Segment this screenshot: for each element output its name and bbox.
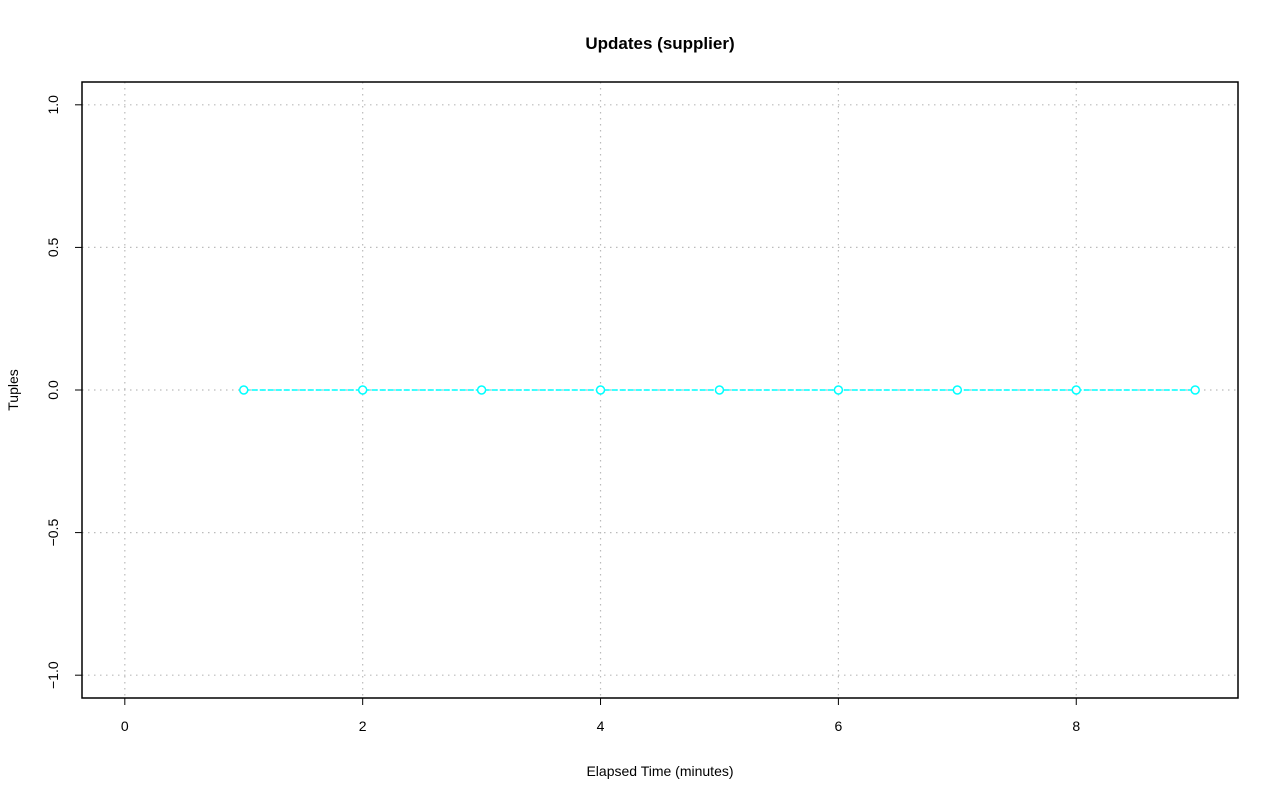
grid <box>82 82 1238 698</box>
data-point <box>476 385 487 395</box>
y-tick-label: 1.0 <box>45 95 61 115</box>
data-point <box>952 385 963 395</box>
chart-title: Updates (supplier) <box>585 34 734 53</box>
y-tick-label: 0.0 <box>45 380 61 400</box>
x-tick-label: 4 <box>597 718 605 734</box>
y-axis-label: Tuples <box>5 369 21 411</box>
x-tick-label: 6 <box>834 718 842 734</box>
x-tick-label: 2 <box>359 718 367 734</box>
y-tick-label: −1.0 <box>45 661 61 689</box>
data-point <box>595 385 606 395</box>
data-point <box>714 385 725 395</box>
y-axis: −1.0 −0.5 0.0 0.5 1.0 <box>45 95 82 689</box>
data-point <box>238 385 249 395</box>
data-point <box>357 385 368 395</box>
x-tick-label: 8 <box>1072 718 1080 734</box>
x-tick-label: 0 <box>121 718 129 734</box>
series <box>238 385 1200 395</box>
x-axis: 0 2 4 6 8 <box>121 697 1080 734</box>
y-tick-label: 0.5 <box>45 237 61 257</box>
y-tick-label: −0.5 <box>45 519 61 547</box>
x-axis-label: Elapsed Time (minutes) <box>586 763 733 779</box>
data-point <box>1071 385 1082 395</box>
data-point <box>833 385 844 395</box>
data-point <box>1190 385 1200 395</box>
